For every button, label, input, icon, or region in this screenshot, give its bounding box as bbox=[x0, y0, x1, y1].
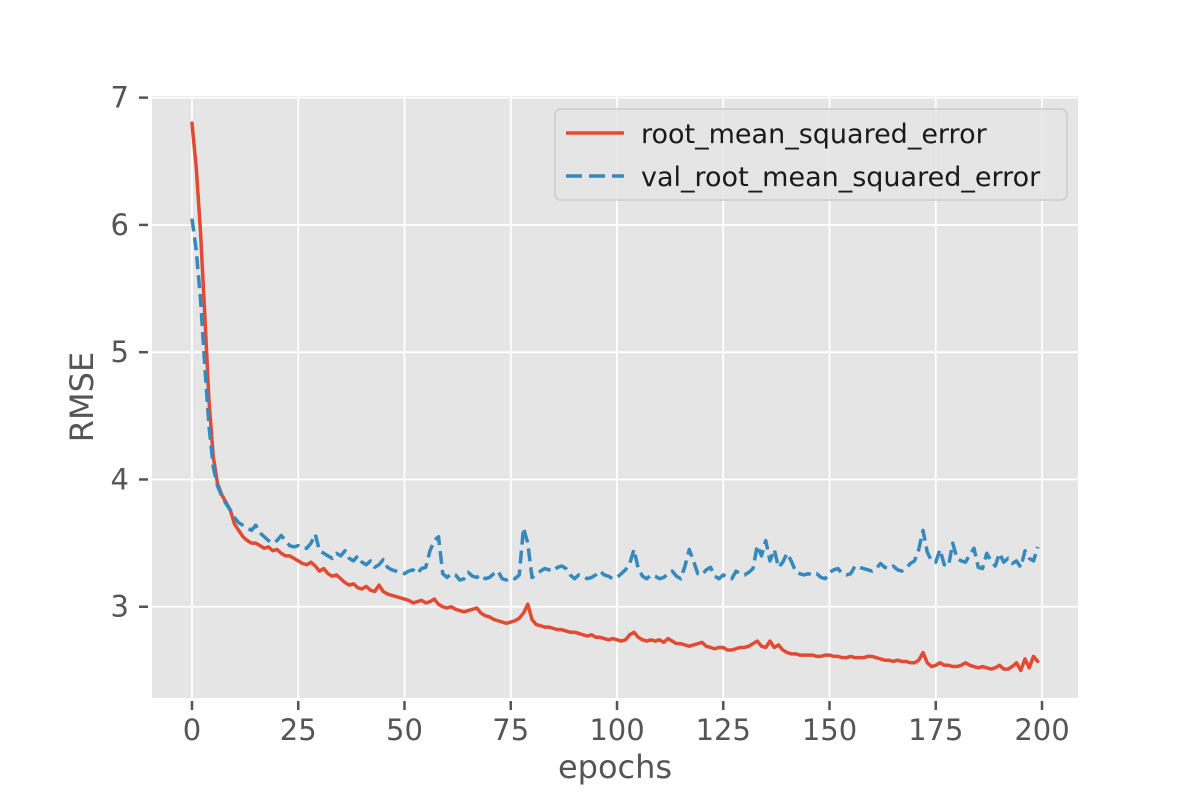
x-tick-label: 50 bbox=[386, 713, 423, 747]
y-tick-label: 6 bbox=[111, 208, 129, 242]
legend-label-val: val_root_mean_squared_error bbox=[641, 162, 1041, 193]
x-tick-label: 0 bbox=[183, 713, 201, 747]
x-axis-label: epochs bbox=[558, 748, 672, 786]
x-tick-label: 100 bbox=[589, 713, 644, 747]
legend-box bbox=[554, 108, 1068, 201]
x-tick-label: 25 bbox=[280, 713, 317, 747]
y-tick-label: 7 bbox=[111, 81, 129, 115]
y-tick-label: 3 bbox=[111, 590, 129, 624]
y-axis-label: RMSE bbox=[63, 352, 101, 442]
y-tick-label: 4 bbox=[111, 462, 129, 496]
legend-label-train: root_mean_squared_error bbox=[641, 119, 988, 150]
x-tick-label: 200 bbox=[1014, 713, 1069, 747]
x-tick-label: 175 bbox=[908, 713, 963, 747]
x-tick-label: 150 bbox=[802, 713, 857, 747]
y-tick-label: 5 bbox=[111, 335, 129, 369]
series-line-val_root_mean_squared_error bbox=[190, 218, 1040, 582]
axis-tick-labels: 0 25 50 75 100 125 150 175 200 3 4 5 6 7 bbox=[111, 81, 1070, 747]
data-series bbox=[190, 121, 1040, 673]
x-tick-label: 75 bbox=[492, 713, 529, 747]
legend: root_mean_squared_error val_root_mean_sq… bbox=[554, 108, 1068, 201]
x-tick-label: 125 bbox=[696, 713, 751, 747]
series-line-root_mean_squared_error bbox=[190, 121, 1040, 673]
axis-tick-marks bbox=[139, 96, 1044, 710]
